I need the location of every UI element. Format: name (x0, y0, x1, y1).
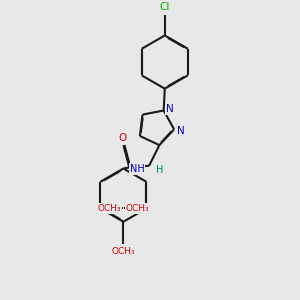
Text: NH: NH (130, 164, 145, 174)
Text: N: N (166, 104, 174, 114)
Text: H: H (156, 165, 163, 175)
Text: OCH₃: OCH₃ (112, 247, 135, 256)
Text: N: N (177, 126, 184, 136)
Text: OCH₃: OCH₃ (125, 204, 149, 213)
Text: OCH₃: OCH₃ (98, 204, 121, 213)
Text: Cl: Cl (160, 2, 170, 12)
Text: O: O (118, 133, 127, 143)
